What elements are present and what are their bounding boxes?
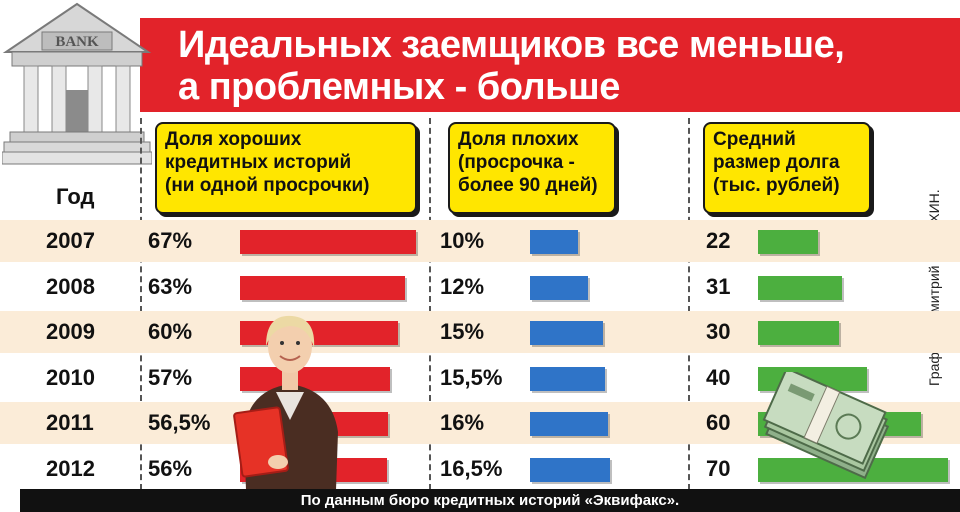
table-row: 2008 63% 12% 31: [0, 264, 960, 310]
bad-header-line: Доля плохих: [458, 129, 579, 150]
bad-value-label: 12%: [440, 273, 485, 299]
title-line-1: Идеальных заемщиков все меньше,: [178, 24, 845, 66]
money-bundle-illustration: [762, 372, 890, 480]
title-line-2: а проблемных - больше: [178, 66, 620, 108]
good-bar: [240, 230, 416, 254]
debt-header-line: Средний: [713, 129, 796, 150]
bank-sign: BANK: [55, 34, 99, 50]
column-divider: [429, 118, 431, 490]
debt-value-label: 31: [706, 273, 731, 299]
bad-value-label: 15%: [440, 319, 485, 344]
good-value-label: 60%: [148, 319, 193, 344]
good-value-label: 56%: [148, 455, 193, 481]
good-header-line: кредитных историй: [165, 152, 352, 173]
bad-history-header: Доля плохих (просрочка - более 90 дней): [448, 122, 616, 214]
debt-value-label: 30: [706, 319, 731, 344]
debt-bar: [758, 275, 843, 300]
debt-header-line: (тыс. рублей): [713, 175, 840, 196]
good-value-label: 57%: [148, 364, 193, 390]
good-value-label: 63%: [148, 273, 193, 299]
bad-value-label: 10%: [440, 228, 485, 253]
year-label: 2007: [46, 228, 95, 253]
good-bar: [240, 366, 390, 391]
debt-value-label: 70: [706, 455, 731, 481]
bad-value-label: 16%: [440, 410, 485, 435]
year-column-header: Год: [56, 184, 95, 209]
bad-bar: [530, 457, 610, 482]
year-label: 2011: [46, 410, 94, 435]
year-label: 2009: [46, 319, 95, 344]
good-history-header: Доля хороших кредитных историй (ни одной…: [155, 122, 417, 214]
table-row: 2009 60% 15% 30: [0, 309, 960, 355]
source-footer: По данным бюро кредитных историй «Эквифа…: [20, 489, 960, 512]
year-label: 2008: [46, 273, 95, 299]
woman-with-folder-illustration: [233, 315, 338, 490]
column-divider: [688, 118, 690, 490]
table-row: 2007 67% 10% 22: [0, 218, 960, 264]
good-bar: [240, 275, 406, 300]
year-label: 2010: [46, 364, 95, 390]
bad-bar: [530, 230, 579, 254]
bank-icon: BANK: [2, 2, 152, 165]
bad-bar: [530, 412, 608, 436]
bad-value-label: 16,5%: [440, 455, 503, 481]
debt-bar: [758, 321, 840, 345]
debt-bar: [758, 230, 818, 254]
debt-value-label: 22: [706, 228, 731, 253]
bad-value-label: 15,5%: [440, 364, 503, 390]
bad-header-line: (просрочка -: [458, 152, 575, 173]
good-header-line: (ни одной просрочки): [165, 175, 370, 196]
good-value-label: 67%: [148, 228, 193, 253]
good-header-line: Доля хороших: [165, 129, 302, 150]
debt-value-label: 60: [706, 410, 731, 435]
title-band: [140, 18, 960, 112]
bad-bar: [530, 366, 606, 391]
column-divider: [140, 118, 142, 490]
debt-value-label: 40: [706, 364, 731, 390]
bad-bar: [530, 275, 589, 300]
avg-debt-header: Средний размер долга (тыс. рублей): [703, 122, 871, 214]
chart-title: Идеальных заемщиков все меньше, а пробле…: [178, 24, 938, 108]
debt-header-line: размер долга: [713, 152, 840, 173]
bad-bar: [530, 321, 603, 345]
year-label: 2012: [46, 455, 95, 481]
bad-header-line: более 90 дней): [458, 175, 598, 196]
good-value-label: 56,5%: [148, 410, 211, 435]
